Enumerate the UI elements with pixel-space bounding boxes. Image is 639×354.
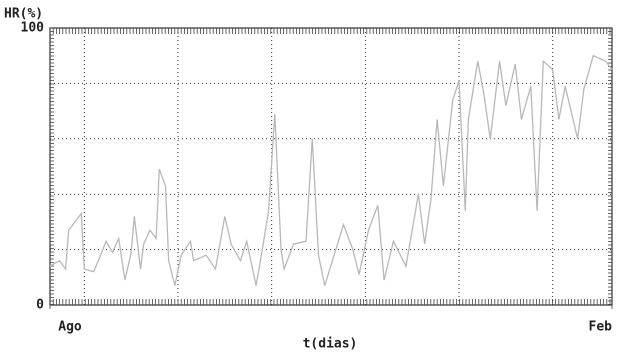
y-tick-label: 100 [21,21,45,36]
y-axis-label: HR(%) [4,7,43,22]
plot-frame [49,27,613,306]
x-axis-label: t(dias) [303,337,358,352]
data-line [49,54,613,286]
x-tick-label: Ago [58,320,82,335]
x-tick-label: Feb [589,320,613,335]
y-tick-label: 0 [36,298,44,313]
